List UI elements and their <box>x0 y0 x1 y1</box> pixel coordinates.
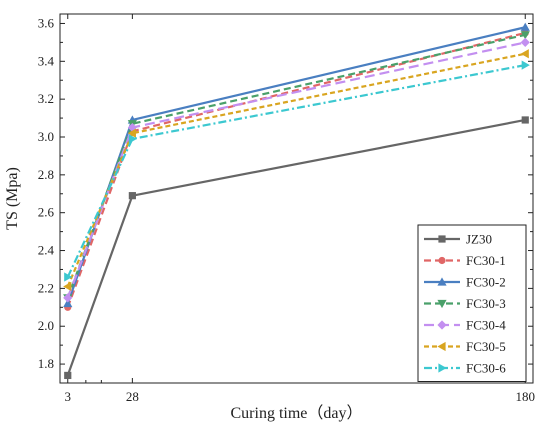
data-point <box>127 128 136 138</box>
legend-marker <box>437 277 447 286</box>
legend-entry: JZ30 <box>424 232 492 247</box>
data-point <box>128 134 137 144</box>
x-tick-label: 180 <box>515 389 535 404</box>
plot-frame <box>59 13 534 384</box>
legend-entry: FC30-6 <box>424 361 506 376</box>
y-tick-label: 2.8 <box>38 167 54 182</box>
legend-label: FC30-5 <box>466 339 506 354</box>
plot-area: 1.8 2.0 2.2 2.4 2.6 2.8 3.0 3.2 3.4 3.6 3 28 180 <box>38 13 535 404</box>
legend-label: FC30-4 <box>466 318 506 333</box>
series-line <box>66 52 526 287</box>
legend-marker <box>438 256 446 265</box>
legend-marker <box>438 235 446 243</box>
legend-entry: FC30-4 <box>424 318 506 333</box>
y-tick-label: 2.0 <box>38 318 54 333</box>
data-point <box>520 31 530 40</box>
series-line <box>66 64 526 278</box>
data-point <box>64 272 73 282</box>
legend-label: FC30-1 <box>466 253 506 268</box>
data-point <box>128 192 136 200</box>
y-tick-label: 2.6 <box>38 205 55 220</box>
data-point <box>520 22 530 31</box>
legend-label: FC30-6 <box>466 361 506 376</box>
series-fc30-6 <box>64 60 530 282</box>
data-point <box>520 49 529 59</box>
legend: JZ30 FC30-1 FC30-2 FC30-3 FC30-4 FC30-5 FC30-6 <box>417 224 527 382</box>
data-point <box>63 293 73 303</box>
data-point <box>521 60 530 70</box>
legend-label: JZ30 <box>466 232 492 247</box>
data-point <box>521 116 529 124</box>
x-tick-label: 3 <box>65 389 72 404</box>
series-fc30-5 <box>63 49 529 292</box>
y-axis-title: TS (Mpa) <box>4 167 21 230</box>
data-point <box>64 371 72 380</box>
legend-marker <box>437 341 446 352</box>
legend-entry: FC30-2 <box>424 275 506 290</box>
legend-label: FC30-2 <box>466 275 506 290</box>
series-layer <box>63 22 530 380</box>
legend-label: FC30-3 <box>466 296 506 311</box>
y-tick-label: 2.4 <box>38 243 55 258</box>
y-tick-label: 3.4 <box>38 53 55 68</box>
legend-entry: FC30-1 <box>424 253 506 268</box>
y-tick-label: 1.8 <box>38 356 54 371</box>
data-point <box>63 298 73 308</box>
x-tick-label: 28 <box>126 389 139 404</box>
series-jz30 <box>64 116 529 380</box>
x-axis-title: Curing time（day） <box>231 404 363 422</box>
y-tick-label: 3.0 <box>38 129 54 144</box>
y-tick-label: 3.6 <box>38 15 55 30</box>
legend-marker <box>437 299 447 309</box>
y-tick-label: 3.2 <box>38 91 54 106</box>
y-tick-label: 2.2 <box>38 280 54 295</box>
legend-marker <box>437 320 447 330</box>
legend-entry: FC30-3 <box>424 296 506 311</box>
legend-entry: FC30-5 <box>424 339 506 354</box>
data-point <box>63 281 72 292</box>
legend-marker <box>438 363 447 373</box>
data-point <box>520 37 530 47</box>
